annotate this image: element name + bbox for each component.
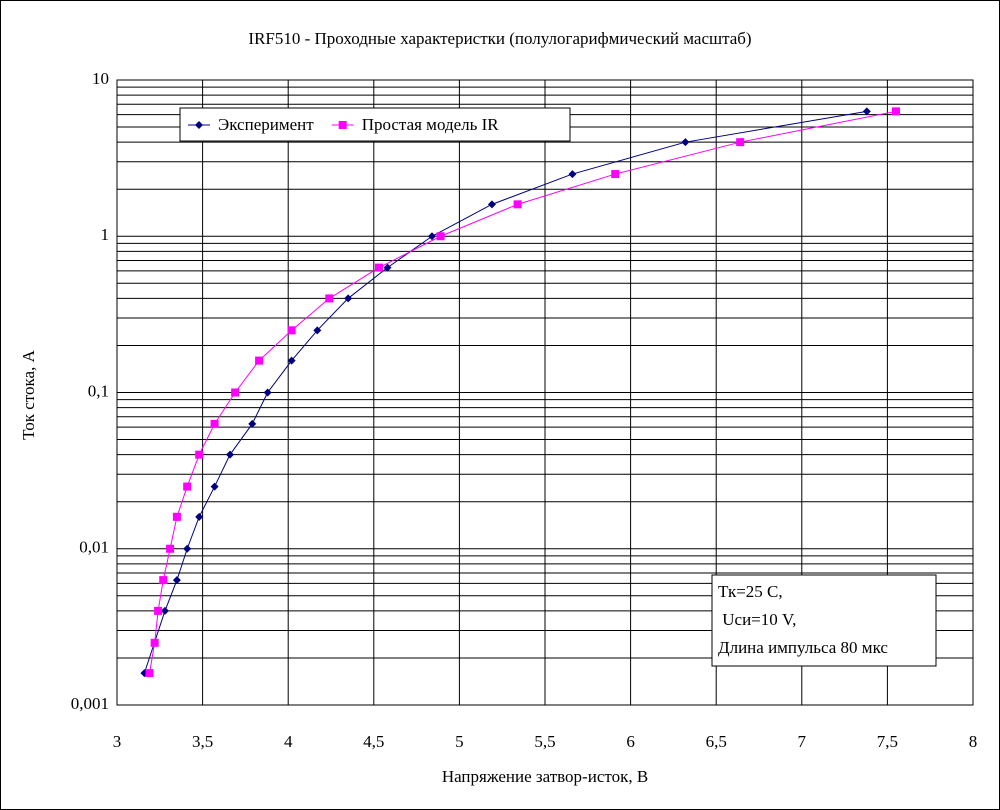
annotation-text: Тк=25 С, <box>718 582 783 601</box>
point <box>513 200 522 209</box>
point <box>681 138 690 147</box>
point <box>195 512 204 521</box>
point <box>210 419 219 428</box>
point <box>287 326 296 335</box>
point <box>225 450 234 459</box>
point <box>313 326 322 335</box>
x-tick-label: 4,5 <box>363 732 384 751</box>
x-tick-label: 6 <box>626 732 635 751</box>
point <box>374 263 383 272</box>
y-tick-label: 1 <box>101 225 110 244</box>
y-axis-label: Ток стока, А <box>19 349 38 439</box>
point <box>248 419 257 428</box>
point <box>736 138 745 147</box>
x-axis-label: Напряжение затвор-исток, В <box>442 767 648 786</box>
plot-area <box>116 79 974 706</box>
point <box>891 107 900 116</box>
x-tick-label: 5,5 <box>534 732 555 751</box>
y-tick-label: 0,01 <box>79 538 109 557</box>
point <box>231 388 240 397</box>
point <box>210 482 219 491</box>
legend-label: Простая модель IR <box>362 115 500 134</box>
point <box>383 263 392 272</box>
point <box>862 107 871 116</box>
legend-box <box>179 107 571 142</box>
point <box>568 170 577 179</box>
x-tick-label: 7,5 <box>877 732 898 751</box>
point <box>344 294 353 303</box>
point <box>145 669 154 678</box>
legend-label: Эксперимент <box>218 115 314 134</box>
point <box>160 606 169 615</box>
x-tick-label: 7 <box>798 732 807 751</box>
point <box>172 512 181 521</box>
point <box>159 576 168 585</box>
point <box>325 294 334 303</box>
y-tick-label: 0,001 <box>71 694 109 713</box>
point <box>287 356 296 365</box>
y-tick-label: 0,1 <box>88 381 109 400</box>
point <box>263 388 272 397</box>
point <box>195 450 204 459</box>
point <box>436 232 445 241</box>
point <box>166 544 175 553</box>
point <box>183 482 192 491</box>
x-tick-label: 4 <box>284 732 293 751</box>
point <box>255 356 264 365</box>
x-tick-label: 5 <box>455 732 464 751</box>
x-tick-label: 8 <box>969 732 978 751</box>
x-tick-label: 6,5 <box>706 732 727 751</box>
x-tick-label: 3,5 <box>192 732 213 751</box>
point <box>428 232 437 241</box>
annotation-text: Uси=10 V, <box>718 610 796 629</box>
y-tick-label: 10 <box>92 69 109 88</box>
point <box>487 200 496 209</box>
series-line <box>143 110 867 674</box>
point <box>195 121 203 129</box>
x-tick-label: 3 <box>113 732 122 751</box>
point <box>172 576 181 585</box>
point <box>338 121 347 129</box>
chart-title: IRF510 - Проходные характеристки (полуло… <box>248 29 751 48</box>
point <box>611 170 620 179</box>
annotation-box <box>711 574 937 667</box>
point <box>154 606 163 615</box>
annotation-text: Длина импульса 80 мкс <box>718 638 888 657</box>
point <box>150 638 159 647</box>
point <box>183 544 192 553</box>
